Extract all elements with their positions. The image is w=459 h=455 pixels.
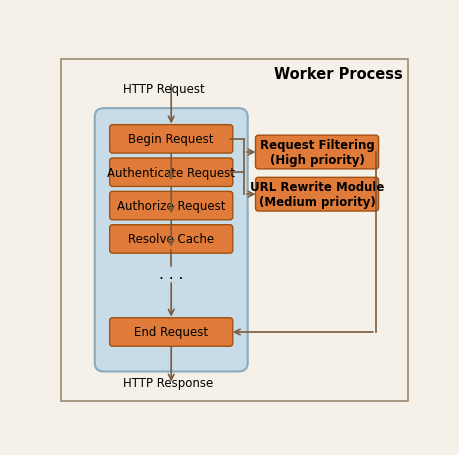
Text: HTTP Request: HTTP Request — [123, 83, 205, 96]
Text: Request Filtering
(High priority): Request Filtering (High priority) — [260, 139, 375, 167]
Text: . . .: . . . — [159, 266, 184, 281]
Text: Authorize Request: Authorize Request — [117, 200, 225, 212]
Text: Worker Process: Worker Process — [274, 67, 403, 82]
Text: Authenticate Request: Authenticate Request — [107, 167, 235, 179]
FancyBboxPatch shape — [95, 109, 248, 372]
Text: End Request: End Request — [134, 326, 208, 339]
FancyBboxPatch shape — [110, 225, 233, 253]
FancyBboxPatch shape — [61, 60, 408, 401]
Text: Begin Request: Begin Request — [129, 133, 214, 146]
FancyBboxPatch shape — [110, 192, 233, 220]
Text: HTTP Response: HTTP Response — [123, 376, 213, 389]
FancyBboxPatch shape — [110, 159, 233, 187]
FancyBboxPatch shape — [110, 318, 233, 346]
FancyBboxPatch shape — [256, 178, 379, 212]
Text: URL Rewrite Module
(Medium priority): URL Rewrite Module (Medium priority) — [250, 181, 384, 209]
Text: Resolve Cache: Resolve Cache — [128, 233, 214, 246]
FancyBboxPatch shape — [256, 136, 379, 170]
FancyBboxPatch shape — [110, 126, 233, 154]
